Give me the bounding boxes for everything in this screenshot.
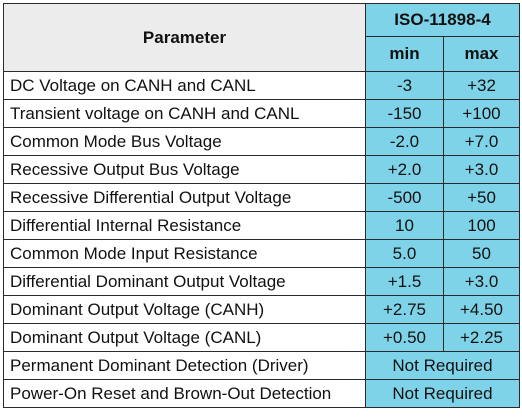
parameter-cell: Differential Internal Resistance <box>3 211 366 240</box>
max-cell: 100 <box>443 211 520 240</box>
table-row: Permanent Dominant Detection (Driver) No… <box>3 351 520 380</box>
max-cell: 50 <box>443 239 520 268</box>
min-cell: -150 <box>365 99 444 128</box>
max-cell: +3.0 <box>443 267 520 296</box>
max-cell: +7.0 <box>443 127 520 156</box>
table-row: Power-On Reset and Brown-Out Detection N… <box>3 379 520 408</box>
table-row: Recessive Differential Output Voltage -5… <box>3 183 520 212</box>
min-cell: +2.75 <box>365 295 444 324</box>
merged-value-cell: Not Required <box>365 379 520 408</box>
min-header: min <box>365 36 444 72</box>
parameter-cell: DC Voltage on CANH and CANL <box>3 71 366 100</box>
max-cell: +32 <box>443 71 520 100</box>
max-cell: +2.25 <box>443 323 520 352</box>
header-row-2: min max <box>4 36 520 72</box>
min-cell: +0.50 <box>365 323 444 352</box>
parameter-cell: Recessive Differential Output Voltage <box>3 183 366 212</box>
parameter-cell: Dominant Output Voltage (CANH) <box>3 295 366 324</box>
max-header: max <box>443 36 520 72</box>
table-row: Transient voltage on CANH and CANL -150 … <box>3 99 520 128</box>
table-row: Differential Internal Resistance 10 100 <box>3 211 520 240</box>
parameter-cell: Differential Dominant Output Voltage <box>3 267 366 296</box>
min-cell: -500 <box>365 183 444 212</box>
table-row: DC Voltage on CANH and CANL -3 +32 <box>3 71 520 100</box>
table-row: Recessive Output Bus Voltage +2.0 +3.0 <box>3 155 520 184</box>
header-row-1: Parameter ISO-11898-4 <box>3 3 520 72</box>
parameter-header: Parameter <box>3 3 366 72</box>
min-cell: +2.0 <box>365 155 444 184</box>
max-cell: +50 <box>443 183 520 212</box>
table-row: Common Mode Input Resistance 5.0 50 <box>3 239 520 268</box>
parameter-cell: Recessive Output Bus Voltage <box>3 155 366 184</box>
min-cell: 5.0 <box>365 239 444 268</box>
parameter-cell: Common Mode Input Resistance <box>3 239 366 268</box>
iso-11898-4-parameter-table: Parameter ISO-11898-4 min max DC Voltage… <box>3 3 520 408</box>
parameter-cell: Common Mode Bus Voltage <box>3 127 366 156</box>
table-row: Differential Dominant Output Voltage +1.… <box>3 267 520 296</box>
min-cell: +1.5 <box>365 267 444 296</box>
max-cell: +100 <box>443 99 520 128</box>
table-row: Dominant Output Voltage (CANL) +0.50 +2.… <box>3 323 520 352</box>
parameter-cell: Power-On Reset and Brown-Out Detection <box>3 379 366 408</box>
min-cell: 10 <box>365 211 444 240</box>
parameter-cell: Transient voltage on CANH and CANL <box>3 99 366 128</box>
table-row: Dominant Output Voltage (CANH) +2.75 +4.… <box>3 295 520 324</box>
standard-header: ISO-11898-4 <box>365 3 520 37</box>
parameter-cell: Dominant Output Voltage (CANL) <box>3 323 366 352</box>
parameter-cell: Permanent Dominant Detection (Driver) <box>3 351 366 380</box>
min-cell: -2.0 <box>365 127 444 156</box>
merged-value-cell: Not Required <box>365 351 520 380</box>
max-cell: +4.50 <box>443 295 520 324</box>
max-cell: +3.0 <box>443 155 520 184</box>
min-cell: -3 <box>365 71 444 100</box>
table-row: Common Mode Bus Voltage -2.0 +7.0 <box>3 127 520 156</box>
